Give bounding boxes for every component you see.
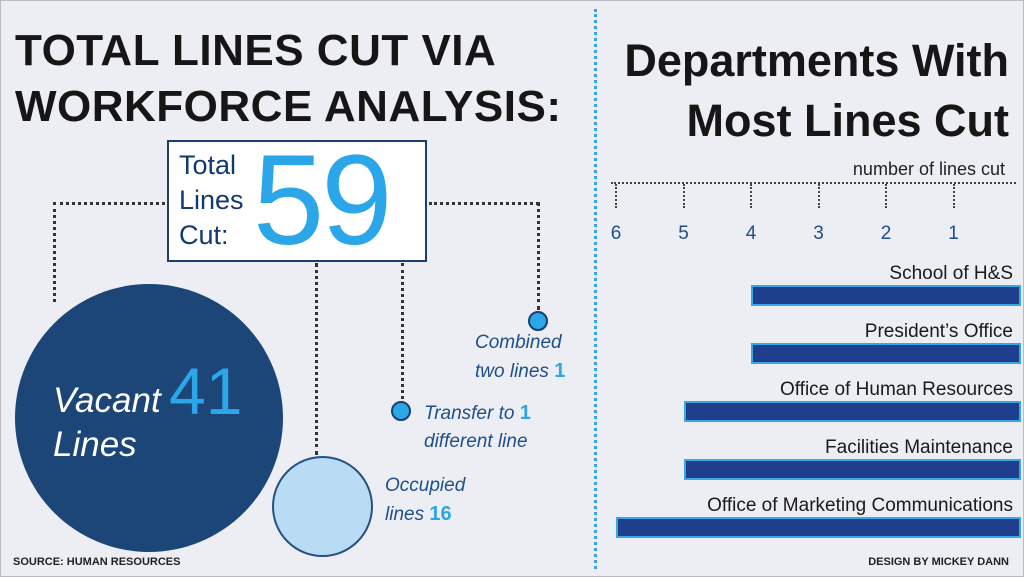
x-tick-label-4: 4 [745, 223, 757, 244]
bar-label: Office of Marketing Communications [707, 495, 1013, 516]
occupied-label-1: Occupied [385, 475, 466, 496]
combined-label-2: two lines [475, 361, 549, 382]
transfer-label: Transfer to 1 different line [424, 399, 531, 456]
connector-right-v [537, 202, 540, 310]
vacant-label-1: Vacant [53, 381, 161, 420]
connector-transfer-v [401, 263, 404, 399]
bar [683, 459, 1021, 480]
total-value: 59 [253, 129, 392, 272]
transfer-circle [391, 401, 411, 421]
vacant-label-2: Lines [53, 425, 137, 464]
connector-right-h [429, 202, 539, 205]
connector-left-h [53, 202, 165, 205]
transfer-label-1: Transfer to [424, 403, 515, 424]
combined-label-1: Combined [475, 332, 562, 353]
total-label: Total Lines Cut: [179, 150, 244, 250]
connector-left-v [53, 202, 56, 302]
vacant-circle [15, 284, 283, 552]
transfer-label-2: different line [424, 431, 528, 452]
x-tick-label-2: 2 [880, 223, 892, 244]
x-tick-3 [817, 184, 820, 208]
total-box: Total Lines Cut: 59 [167, 129, 427, 272]
bar [616, 517, 1021, 538]
combined-circle [528, 311, 548, 331]
x-axis-line [611, 182, 1016, 184]
combined-value: 1 [554, 360, 566, 382]
x-tick-5 [682, 184, 685, 208]
x-axis-label: number of lines cut [852, 159, 1005, 179]
occupied-label: Occupied lines 16 [385, 472, 465, 529]
bar-label: Office of Human Resources [779, 379, 1013, 400]
vacant-value: 41 [169, 354, 243, 428]
x-tick-2 [885, 184, 887, 208]
bar [751, 343, 1021, 364]
source-note: SOURCE: HUMAN RESOURCES [13, 556, 181, 568]
bar [751, 285, 1021, 306]
x-tick-4 [750, 184, 752, 208]
left-title: TOTAL LINES CUT VIA WORKFORCE ANALYSIS: [15, 26, 562, 131]
vacant-label: Vacant Lines [53, 379, 161, 467]
occupied-circle [272, 456, 373, 557]
panel-divider [594, 9, 597, 569]
bar-label: Facilities Maintenance [825, 437, 1013, 458]
occupied-value: 16 [429, 503, 452, 525]
x-tick-label-1: 1 [948, 223, 959, 244]
connector-occupied-v [315, 263, 318, 455]
x-tick-label-5: 5 [678, 223, 689, 244]
x-tick-label-6: 6 [610, 223, 622, 244]
x-tick-label-3: 3 [813, 223, 824, 244]
bar [683, 401, 1021, 422]
occupied-label-2: lines [385, 504, 425, 525]
right-title: Departments With Most Lines Cut [624, 35, 1009, 146]
x-tick-6 [615, 184, 617, 208]
bar-label: President’s Office [864, 321, 1013, 342]
design-credit: DESIGN BY MICKEY DANN [868, 556, 1009, 568]
bar-label: School of H&S [889, 263, 1013, 284]
combined-label: Combined two lines 1 [475, 329, 565, 386]
transfer-value: 1 [519, 402, 531, 424]
x-tick-1 [952, 184, 955, 208]
